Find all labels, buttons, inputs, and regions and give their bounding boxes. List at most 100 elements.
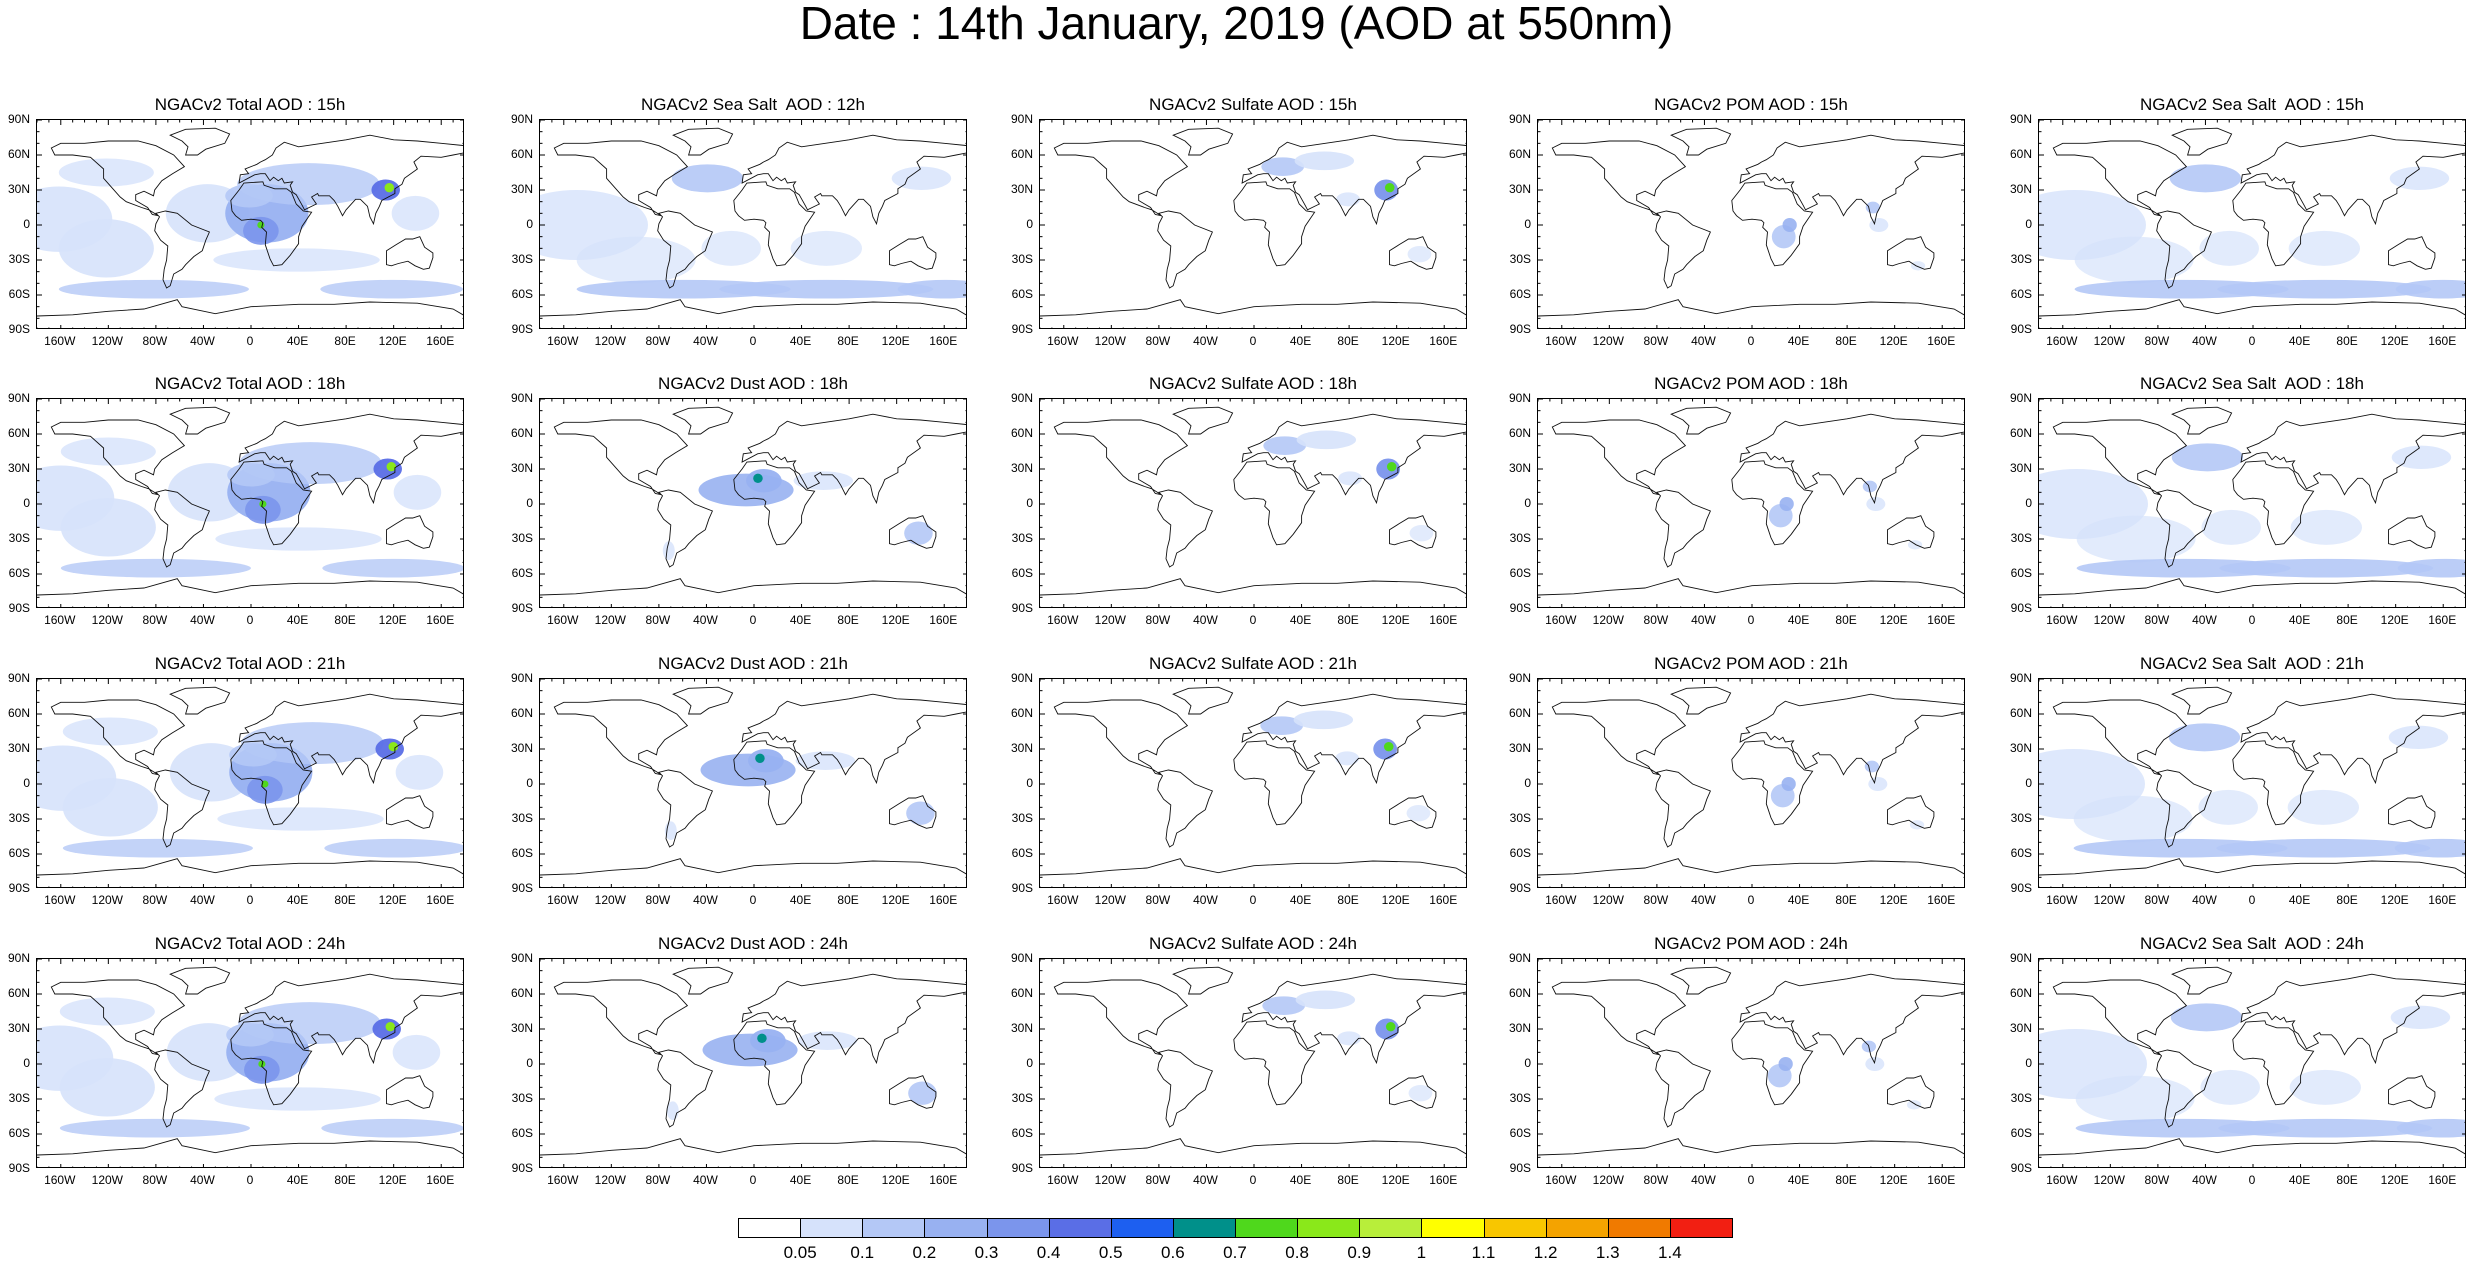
- aod-plume: [320, 279, 463, 299]
- eurasia-outline: [741, 413, 966, 505]
- world-map: [37, 679, 463, 887]
- map-frame: [539, 958, 967, 1168]
- world-map: [1040, 120, 1466, 328]
- north-america-outline: [1551, 699, 1687, 776]
- north-america-outline: [553, 140, 689, 217]
- lat-label: 60N: [1010, 706, 1033, 720]
- lat-label: 30S: [1509, 1091, 1531, 1105]
- aod-plume: [1384, 183, 1395, 193]
- lon-label: 160W: [1047, 334, 1079, 348]
- north-america-outline: [50, 419, 186, 496]
- map-panel: NGACv2 Dust AOD : 21h 90N 60N 30N 0 30S 60S 90S…: [503, 654, 1003, 914]
- lat-label: 0: [2025, 217, 2032, 231]
- aod-plume: [241, 722, 384, 765]
- aod-plume: [259, 500, 267, 508]
- south-america-outline: [657, 769, 714, 848]
- lon-label: 160E: [1429, 1173, 1458, 1187]
- lon-label: 40E: [2288, 1173, 2311, 1187]
- lat-label: 0: [2025, 496, 2032, 510]
- aod-plume: [237, 163, 380, 206]
- lat-label: 90N: [1508, 671, 1531, 685]
- aod-plume: [891, 166, 952, 190]
- eurasia-outline: [238, 973, 463, 1065]
- world-map: [37, 399, 463, 607]
- lat-label: 90N: [2009, 391, 2032, 405]
- antarctica-coast-outline: [1538, 858, 1964, 876]
- lon-label: 120E: [1381, 1173, 1410, 1187]
- lat-label: 60S: [8, 846, 30, 860]
- lat-label: 30S: [1509, 811, 1531, 825]
- lon-label: 40W: [1691, 893, 1716, 907]
- lat-label: 90N: [1508, 112, 1531, 126]
- australia-outline: [1887, 795, 1935, 829]
- panel-title: NGACv2 Sea Salt AOD : 21h: [2140, 654, 2364, 673]
- lon-label: 80W: [645, 334, 671, 348]
- colorbar-label: 0.05: [783, 1243, 817, 1262]
- lat-label: 60N: [1010, 986, 1033, 1000]
- panel-title: NGACv2 Total AOD : 15h: [154, 95, 346, 114]
- north-america-outline: [1053, 140, 1189, 217]
- lon-label: 80W: [142, 613, 168, 627]
- north-america-outline: [553, 699, 689, 776]
- lat-label: 90N: [510, 391, 533, 405]
- lon-label: 40E: [1787, 1173, 1810, 1187]
- lat-label: 30S: [1011, 1091, 1033, 1105]
- eurasia-outline: [1241, 134, 1466, 226]
- south-america-outline: [154, 1049, 211, 1128]
- aod-plume: [2168, 723, 2241, 752]
- lon-label: 120W: [594, 613, 626, 627]
- lat-label: 90S: [8, 601, 30, 615]
- australia-outline: [1887, 236, 1935, 270]
- greenland-outline: [672, 406, 734, 435]
- lon-label: 160W: [44, 1173, 76, 1187]
- lon-label: 120E: [1879, 1173, 1908, 1187]
- lon-label: 40E: [789, 334, 812, 348]
- world-map: [1040, 679, 1466, 887]
- lon-label: 120W: [1094, 334, 1126, 348]
- aod-plume: [214, 1087, 381, 1111]
- lat-label: 30S: [511, 252, 533, 266]
- africa-outline: [1233, 181, 1316, 267]
- lon-label: 80W: [2144, 334, 2170, 348]
- south-america-outline: [1157, 769, 1214, 848]
- australia-outline: [386, 236, 434, 270]
- south-america-outline: [657, 210, 714, 289]
- north-america-outline: [553, 419, 689, 496]
- lon-label: 120E: [378, 334, 407, 348]
- lat-label: 90S: [1509, 322, 1531, 336]
- lon-label: 0: [246, 613, 254, 627]
- lat-label: 30S: [1509, 531, 1531, 545]
- map-frame: [36, 958, 464, 1168]
- panel-title: NGACv2 Dust AOD : 24h: [658, 934, 848, 953]
- south-america-outline: [657, 489, 714, 568]
- australia-outline: [2388, 1075, 2436, 1109]
- lon-label: 40W: [1691, 1173, 1716, 1187]
- africa-outline: [2232, 1020, 2315, 1106]
- greenland-outline: [1172, 686, 1234, 715]
- lon-label: 160W: [547, 334, 579, 348]
- map-panel: NGACv2 Sulfate AOD : 18h 90N 60N 30N 0 30S 60S…: [1003, 374, 1503, 634]
- lon-label: 80E: [837, 1173, 859, 1187]
- antarctica-coast-outline: [1040, 858, 1466, 876]
- lon-label: 80W: [1145, 613, 1171, 627]
- aod-plume: [790, 230, 862, 266]
- antarctica-coast-outline: [37, 1138, 463, 1156]
- africa-outline: [1731, 181, 1814, 267]
- australia-outline: [386, 515, 434, 549]
- lon-label: 120W: [594, 1173, 626, 1187]
- aod-plume: [2169, 164, 2242, 193]
- panel-title: NGACv2 Sea Salt AOD : 24h: [2140, 934, 2364, 953]
- south-america-outline: [2156, 210, 2213, 289]
- lat-label: 30N: [510, 1021, 533, 1035]
- lon-label: 120W: [2093, 334, 2125, 348]
- aod-plume: [793, 471, 854, 490]
- world-map: [37, 959, 463, 1167]
- aod-plume: [243, 216, 279, 245]
- antarctica-coast-outline: [1040, 299, 1466, 317]
- lon-label: 40W: [693, 893, 718, 907]
- aod-plume: [1782, 218, 1797, 232]
- lat-label: 60S: [2010, 566, 2032, 580]
- antarctica-coast-outline: [37, 299, 463, 317]
- lat-label: 30N: [510, 741, 533, 755]
- lon-label: 160W: [44, 334, 76, 348]
